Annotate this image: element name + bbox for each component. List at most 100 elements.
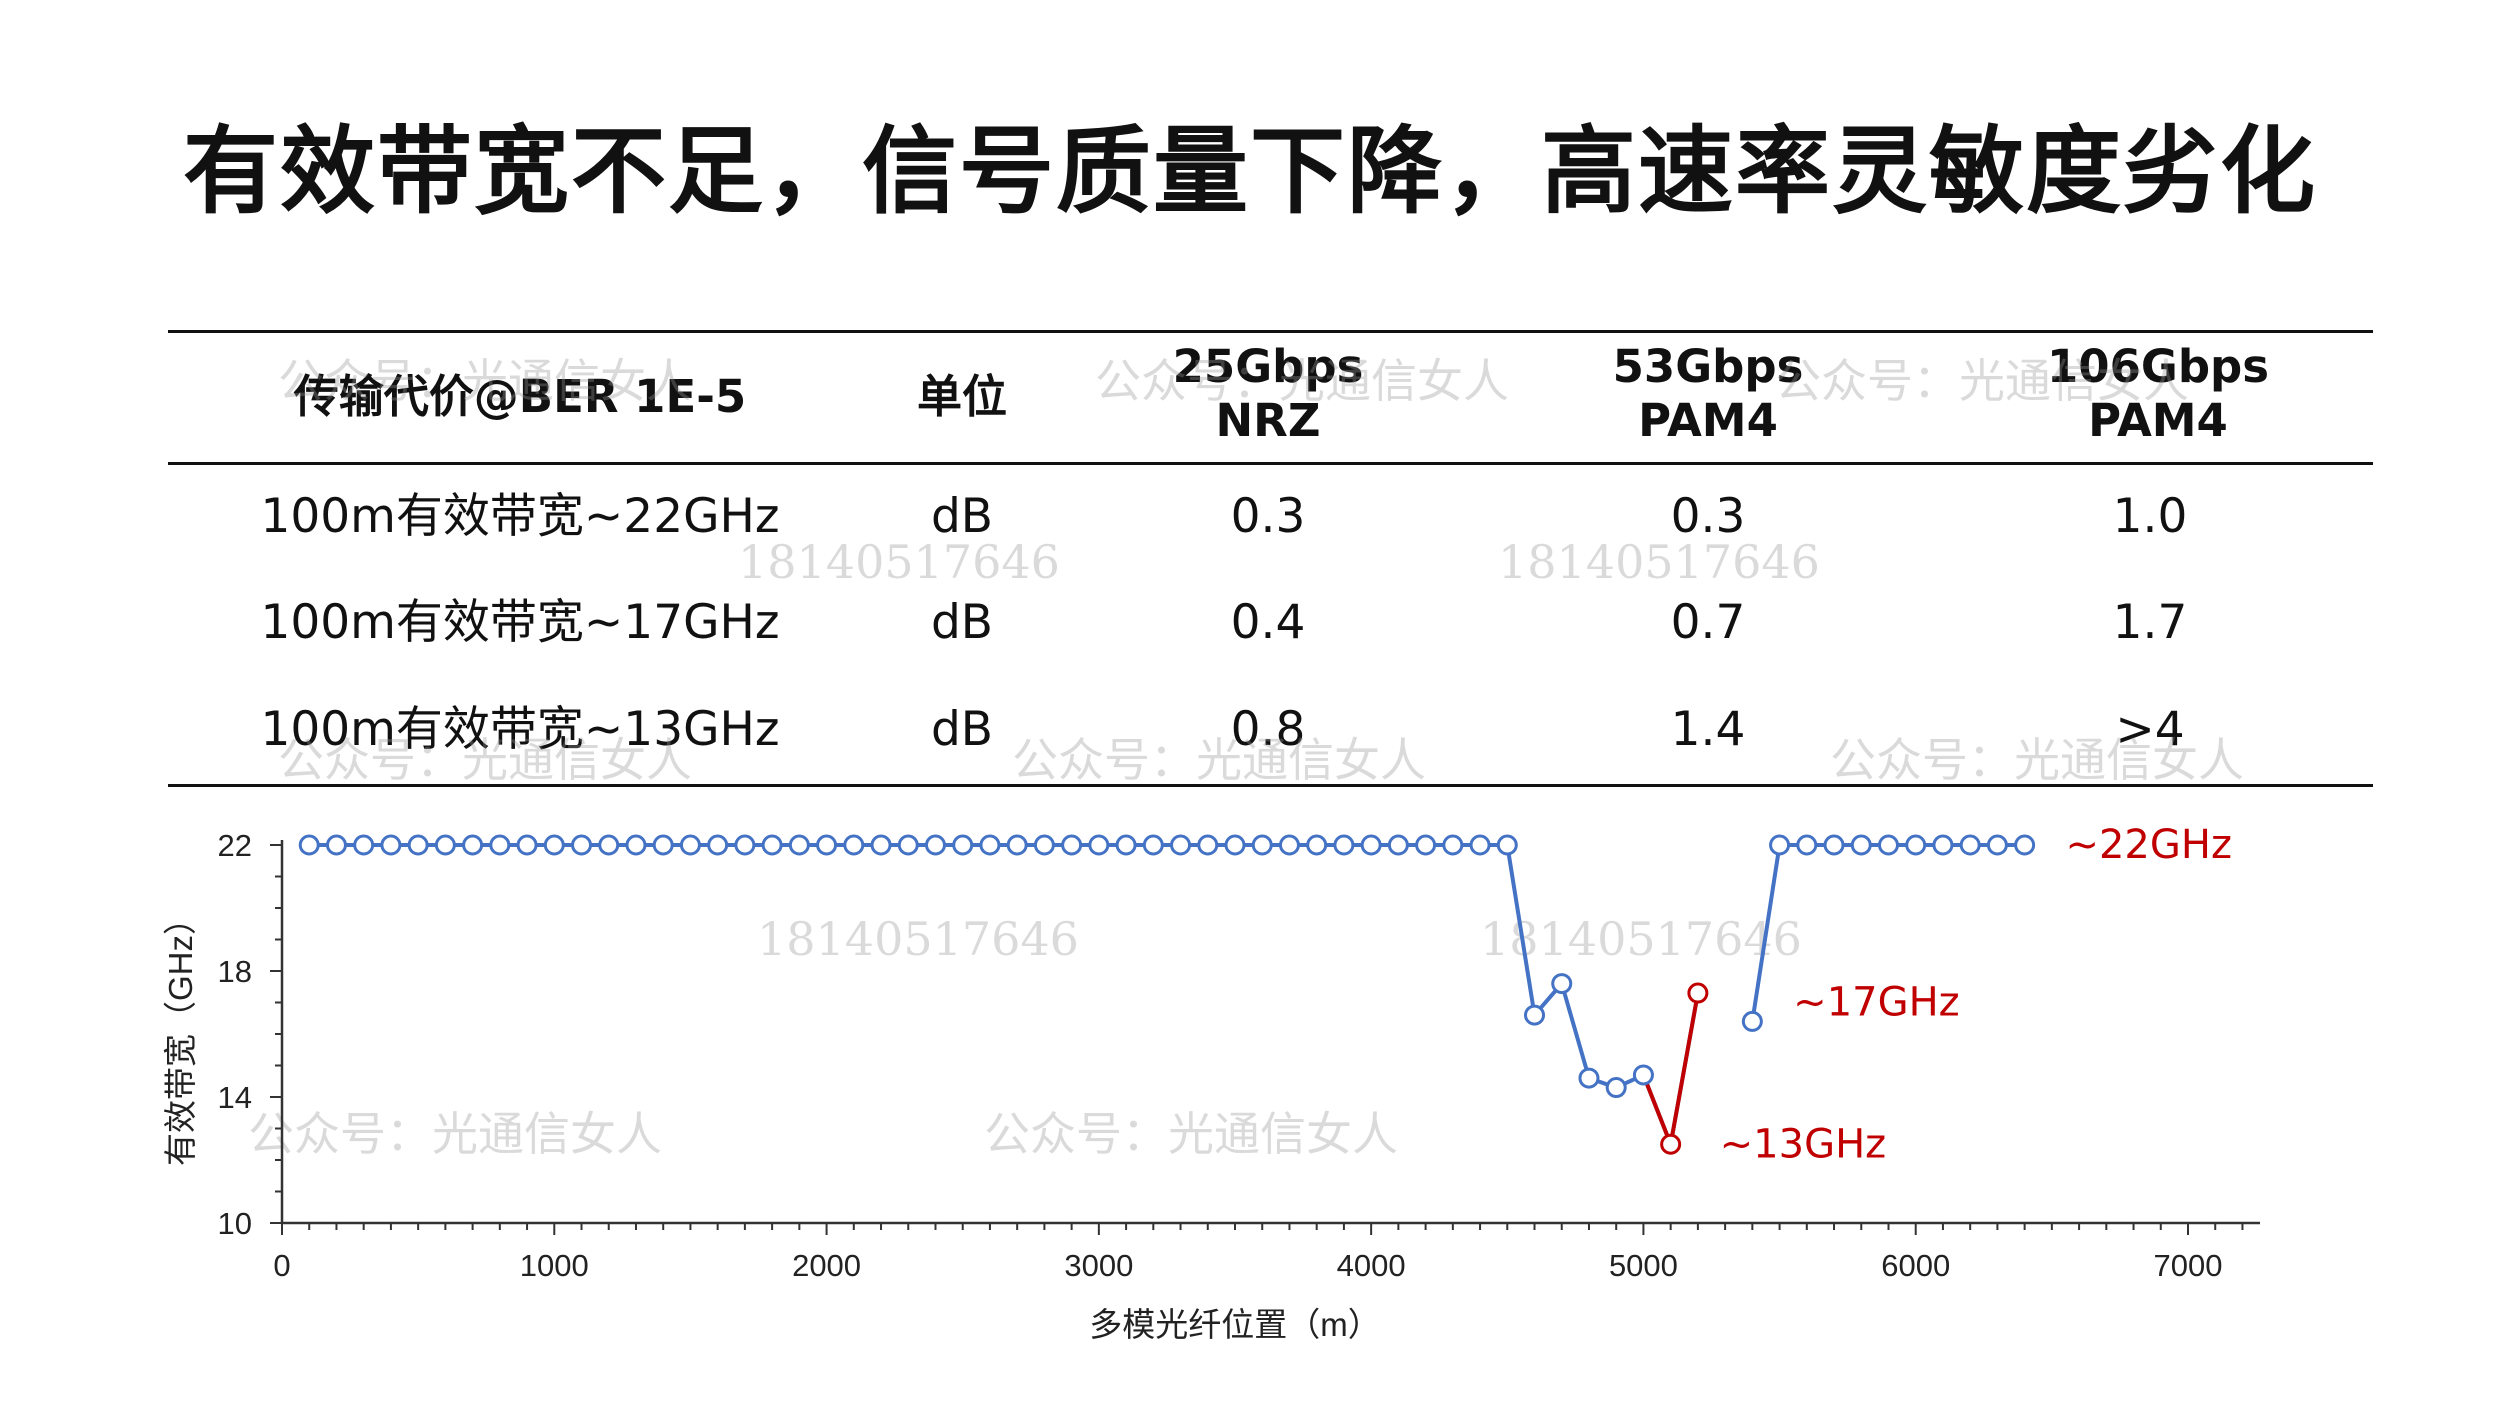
- y-tick-label: 14: [218, 1080, 252, 1115]
- data-point: [1605, 1077, 1627, 1099]
- x-tick-label: 2000: [792, 1248, 861, 1283]
- data-point: [1932, 834, 1954, 856]
- data-point: [843, 834, 865, 856]
- data-point: [652, 834, 674, 856]
- data-point: [870, 834, 892, 856]
- data-point: [1877, 834, 1899, 856]
- table-cell: dB: [930, 489, 994, 544]
- data-point: [462, 834, 484, 856]
- data-point: [625, 834, 647, 856]
- table-cell: 0.8: [1230, 702, 1306, 757]
- table-cell: dB: [930, 595, 994, 650]
- data-point: [707, 834, 729, 856]
- annotation-label: ~17GHz: [1793, 980, 1959, 1026]
- data-point: [489, 834, 511, 856]
- data-point: [1986, 834, 2008, 856]
- data-point: [325, 834, 347, 856]
- annotation-label: ~22GHz: [2065, 822, 2231, 868]
- data-point: [761, 834, 783, 856]
- table-cell: 0.7: [1670, 595, 1746, 650]
- data-point: [1306, 834, 1328, 856]
- x-tick-label: 5000: [1609, 1248, 1678, 1283]
- data-point: [1632, 1064, 1654, 1086]
- data-point: [1251, 834, 1273, 856]
- table-cell: 0.3: [1230, 489, 1306, 544]
- table-top-rule: [168, 330, 2373, 333]
- data-point: [1496, 834, 1518, 856]
- annotation-label: ~13GHz: [1720, 1121, 1886, 1167]
- header-106g: 106Gbps PAM4: [2046, 340, 2270, 447]
- data-point: [897, 834, 919, 856]
- data-point: [1170, 834, 1192, 856]
- table-cell: 1.4: [1670, 702, 1746, 757]
- data-point: [1796, 834, 1818, 856]
- table-cell: 100m有效带宽~17GHz: [260, 595, 780, 650]
- x-tick-label: 3000: [1064, 1248, 1133, 1283]
- data-point: [1850, 834, 1872, 856]
- data-point: [1660, 1133, 1682, 1155]
- table-cell: 100m有效带宽~13GHz: [260, 702, 780, 757]
- data-point: [1278, 834, 1300, 856]
- header-25g: 25Gbps NRZ: [1172, 340, 1364, 447]
- data-point: [1088, 834, 1110, 856]
- data-point: [1142, 834, 1164, 856]
- table-cell: 0.4: [1230, 595, 1306, 650]
- x-tick-label: 1000: [520, 1248, 589, 1283]
- data-point: [1387, 834, 1409, 856]
- data-point: [952, 834, 974, 856]
- header-cost: 传输代价@BER 1E-5: [293, 370, 747, 423]
- table-bottom-rule: [168, 784, 2373, 787]
- data-point: [1415, 834, 1437, 856]
- table-cell: 100m有效带宽~22GHz: [260, 489, 780, 544]
- chart-series: [309, 843, 2025, 1147]
- data-point: [1360, 834, 1382, 856]
- x-tick-label: 6000: [1881, 1248, 1950, 1283]
- data-point: [1333, 834, 1355, 856]
- data-point: [571, 834, 593, 856]
- table-cell: 1.0: [2112, 489, 2188, 544]
- data-point: [1741, 1010, 1763, 1032]
- data-point: [1033, 834, 1055, 856]
- data-point: [1469, 834, 1491, 856]
- data-point: [2014, 834, 2036, 856]
- data-point: [434, 834, 456, 856]
- data-point: [1905, 834, 1927, 856]
- data-point: [1551, 973, 1573, 995]
- data-point: [516, 834, 538, 856]
- data-point: [816, 834, 838, 856]
- data-point: [407, 834, 429, 856]
- table-cell: 0.3: [1670, 489, 1746, 544]
- data-point: [1524, 1004, 1546, 1026]
- data-point: [380, 834, 402, 856]
- chart-annotations: ~22GHz ~17GHz ~13GHz: [1720, 822, 2232, 1167]
- y-tick-label: 10: [218, 1206, 252, 1241]
- data-point: [298, 834, 320, 856]
- data-point: [1442, 834, 1464, 856]
- page-title: 有效带宽不足，信号质量下降，高速率灵敏度劣化: [182, 117, 2317, 227]
- header-unit: 单位: [916, 370, 1008, 423]
- data-point: [1115, 834, 1137, 856]
- data-point: [924, 834, 946, 856]
- data-point: [1006, 834, 1028, 856]
- table-cell: dB: [930, 702, 994, 757]
- data-point: [598, 834, 620, 856]
- data-point: [1687, 982, 1709, 1004]
- y-tick-label: 18: [218, 954, 252, 989]
- data-point: [1578, 1067, 1600, 1089]
- data-point: [979, 834, 1001, 856]
- chart-axes: 0 1000 2000 3000 4000 5000 6000 7000 10 14 18 22 多模光…: [162, 828, 2260, 1343]
- data-point: [1197, 834, 1219, 856]
- data-point: [734, 834, 756, 856]
- data-point: [543, 834, 565, 856]
- data-point: [788, 834, 810, 856]
- data-point: [1959, 834, 1981, 856]
- data-point: [1823, 834, 1845, 856]
- table-cell: 1.7: [2112, 595, 2188, 650]
- table-header-rule: [168, 462, 2373, 465]
- chart-markers: [298, 834, 2036, 1155]
- series-line: [309, 843, 1700, 1147]
- table-cell: >4: [2115, 702, 2185, 757]
- y-axis-title: 有效带宽（GHz）: [162, 902, 199, 1166]
- x-tick-label: 7000: [2154, 1248, 2223, 1283]
